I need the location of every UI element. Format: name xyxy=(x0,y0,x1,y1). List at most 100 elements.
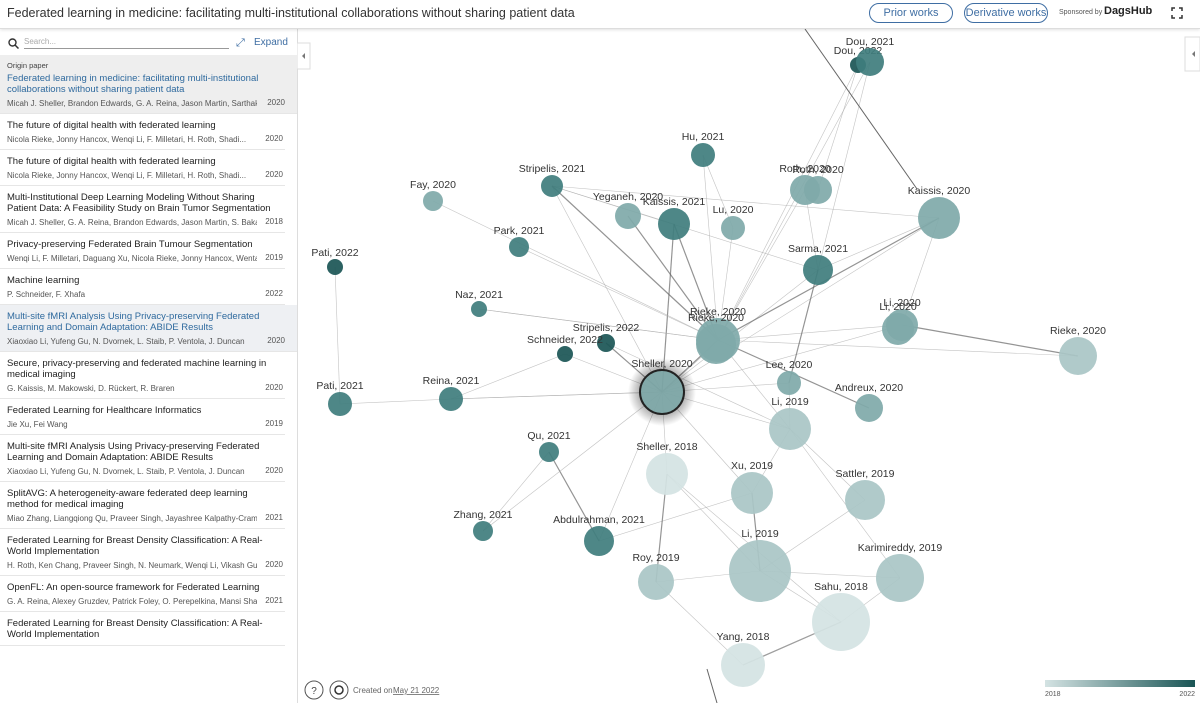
paper-item[interactable]: Federated Learning for Breast Density Cl… xyxy=(0,529,285,576)
node[interactable] xyxy=(539,442,559,462)
node[interactable] xyxy=(876,554,924,602)
paper-item[interactable]: Multi-site fMRI Analysis Using Privacy-p… xyxy=(0,435,285,482)
node[interactable] xyxy=(856,48,884,76)
edge xyxy=(717,61,871,341)
node[interactable] xyxy=(918,197,960,239)
paper-title: Federated Learning for Healthcare Inform… xyxy=(7,405,202,416)
node[interactable] xyxy=(777,371,801,395)
node[interactable] xyxy=(646,453,688,495)
edge xyxy=(551,185,940,219)
search-bar: Search... ⤢ Expand xyxy=(0,29,297,55)
node[interactable] xyxy=(639,369,685,415)
paper-item[interactable]: Machine learning P. Schneider, F. Xhafa 20… xyxy=(0,269,285,305)
node[interactable] xyxy=(731,472,773,514)
created-date[interactable]: May 21 2022 xyxy=(393,686,440,695)
paper-item[interactable]: Privacy-preserving Federated Brain Tumou… xyxy=(0,233,285,269)
node[interactable] xyxy=(804,176,832,204)
node-label: Li, 2020 xyxy=(879,301,917,313)
node-label: Stripelis, 2022 xyxy=(573,322,640,334)
node[interactable] xyxy=(509,237,529,257)
node-label: Li, 2020 xyxy=(883,297,921,309)
node[interactable] xyxy=(557,346,573,362)
origin-label: Origin paper xyxy=(7,61,49,70)
node-label: Reina, 2021 xyxy=(423,375,480,387)
paper-year: 2019 xyxy=(265,253,283,262)
node[interactable] xyxy=(769,408,811,450)
paper-item[interactable]: Multi-Institutional Deep Learning Modeli… xyxy=(0,186,285,233)
paper-authors: Nicola Rieke, Jonny Hancox, Wenqi Li, F.… xyxy=(7,171,247,180)
node-label: Roth, 2020 xyxy=(792,164,844,176)
node[interactable] xyxy=(541,175,563,197)
node[interactable] xyxy=(658,208,690,240)
help-button[interactable] xyxy=(304,680,324,700)
paper-item[interactable]: OpenFL: An open-source framework for Fed… xyxy=(0,576,285,612)
node[interactable] xyxy=(328,392,352,416)
paper-title: Privacy-preserving Federated Brain Tumou… xyxy=(7,239,253,250)
paper-item[interactable]: Federated Learning for Healthcare Inform… xyxy=(0,399,285,435)
node[interactable] xyxy=(729,540,791,602)
paper-title: Secure, privacy-preserving and federated… xyxy=(7,358,267,380)
edge xyxy=(450,391,663,400)
legend-bar xyxy=(1045,680,1195,687)
node[interactable] xyxy=(584,526,614,556)
paper-item[interactable]: SplitAVG: A heterogeneity-aware federate… xyxy=(0,482,285,529)
node[interactable] xyxy=(327,259,343,275)
paper-item[interactable]: Multi-site fMRI Analysis Using Privacy-p… xyxy=(0,305,297,352)
node[interactable] xyxy=(845,480,885,520)
derivative-button[interactable]: Derivative works xyxy=(964,3,1048,23)
node-label: Roth, 2020 xyxy=(779,163,831,175)
prior-button[interactable]: Prior works xyxy=(869,3,953,23)
origin-paper[interactable]: Origin paper Federated learning in medic… xyxy=(0,55,297,114)
edge xyxy=(551,185,719,341)
node-label: Li, 2019 xyxy=(741,528,779,540)
node[interactable] xyxy=(638,564,674,600)
right-arrow xyxy=(1192,51,1195,57)
node-label: Rieke, 2020 xyxy=(688,312,744,324)
node[interactable] xyxy=(721,643,765,687)
paper-item[interactable]: Federated Learning for Breast Density Cl… xyxy=(0,612,285,646)
node[interactable] xyxy=(615,203,641,229)
created-label: Created on xyxy=(353,686,393,695)
fullscreen-icon[interactable] xyxy=(1171,7,1183,19)
paper-item[interactable]: The future of digital health with federa… xyxy=(0,114,285,150)
paper-item[interactable]: Secure, privacy-preserving and federated… xyxy=(0,352,285,399)
node[interactable] xyxy=(855,394,883,422)
paper-item[interactable]: The future of digital health with federa… xyxy=(0,150,285,186)
paper-authors: Wenqi Li, F. Milletari, Daguang Xu, Nico… xyxy=(7,254,257,263)
node[interactable] xyxy=(812,593,870,651)
node[interactable] xyxy=(1059,337,1097,375)
node[interactable] xyxy=(721,216,745,240)
paper-year: 2020 xyxy=(265,170,283,179)
sponsor-label: Sponsored by xyxy=(1059,9,1103,16)
paper-list: The future of digital health with federa… xyxy=(0,114,297,646)
paper-year: 2020 xyxy=(267,98,285,107)
edge xyxy=(717,339,1079,357)
sponsor-name[interactable]: DagsHub xyxy=(1104,5,1153,17)
node-label: Sahu, 2018 xyxy=(814,581,868,593)
edge xyxy=(478,308,719,341)
node[interactable] xyxy=(473,521,493,541)
center-button[interactable] xyxy=(329,680,349,700)
node[interactable] xyxy=(423,191,443,211)
node-label: Yang, 2018 xyxy=(717,631,770,643)
node[interactable] xyxy=(439,387,463,411)
paper-year: 2022 xyxy=(265,289,283,298)
node[interactable] xyxy=(882,313,914,345)
paper-year: 2020 xyxy=(265,383,283,392)
node-label: Sarma, 2021 xyxy=(788,243,848,255)
paper-title: Machine learning xyxy=(7,275,80,286)
edge xyxy=(548,451,600,542)
node[interactable] xyxy=(471,301,487,317)
expand-icon: ⤢ xyxy=(236,37,245,49)
node[interactable] xyxy=(696,324,736,364)
node[interactable] xyxy=(691,143,715,167)
edge xyxy=(334,266,341,405)
expand-button[interactable]: Expand xyxy=(254,37,288,48)
center-icon xyxy=(334,685,344,695)
paper-year: 2020 xyxy=(265,134,283,143)
node[interactable] xyxy=(803,255,833,285)
search-input[interactable]: Search... xyxy=(24,37,229,49)
node[interactable] xyxy=(597,334,615,352)
paper-authors: P. Schneider, F. Xhafa xyxy=(7,290,86,299)
